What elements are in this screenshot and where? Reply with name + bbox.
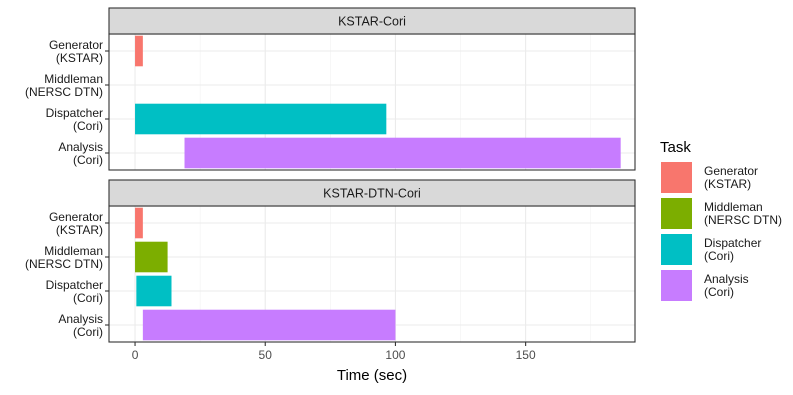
x-tick-label: 50: [259, 348, 273, 362]
panel-title: KSTAR-DTN-Cori: [323, 187, 421, 201]
legend-item-analysis: Analysis (Cori): [661, 270, 749, 301]
x-axis: 0 50 100 150 Time (sec): [132, 342, 536, 384]
panel-title: KSTAR-Cori: [338, 15, 406, 29]
y-tick-label: Middleman (NERSC DTN): [25, 72, 103, 99]
bar-analysis: [184, 137, 621, 169]
y-tick-label: Analysis (Cori): [58, 140, 103, 167]
bar-middleman: [135, 241, 168, 273]
y-tick-label: Analysis (Cori): [58, 312, 103, 339]
x-tick-label: 100: [385, 348, 405, 362]
legend-item-dispatcher: Dispatcher (Cori): [661, 234, 761, 265]
legend-label: Middleman (NERSC DTN): [704, 200, 782, 227]
x-tick-label: 150: [516, 348, 536, 362]
legend-label: Dispatcher (Cori): [704, 236, 761, 263]
legend-item-middleman: Middleman (NERSC DTN): [661, 198, 782, 229]
legend-swatch: [661, 198, 692, 229]
legend-swatch: [661, 162, 692, 193]
bar-dispatcher: [136, 275, 172, 307]
legend-swatch: [661, 234, 692, 265]
bar-dispatcher: [135, 103, 387, 135]
bar-generator: [135, 35, 143, 67]
legend-swatch: [661, 270, 692, 301]
y-tick-label: Dispatcher (Cori): [46, 106, 103, 133]
bar-analysis: [142, 309, 396, 341]
x-axis-title: Time (sec): [337, 367, 407, 384]
legend: Task Generator (KSTAR) Middleman (NERSC DTN)…: [660, 139, 782, 301]
panel-2: KSTAR-DTN-Cori Generator (KSTAR) Middleman(…: [25, 179, 636, 343]
panel-strip: [108, 179, 636, 207]
legend-label: Analysis (Cori): [704, 272, 749, 299]
legend-title: Task: [660, 139, 691, 156]
legend-item-generator: Generator (KSTAR): [661, 162, 758, 193]
panel-1: KSTAR-Cori Generator (KSTAR) Middleman (NERS…: [25, 7, 636, 171]
panel-strip: [108, 7, 636, 35]
x-tick-label: 0: [132, 348, 139, 362]
bar-generator: [135, 207, 143, 239]
y-tick-label: Generator (KSTAR): [49, 210, 103, 237]
legend-label: Generator (KSTAR): [704, 164, 758, 191]
chart-panels: KSTAR-Cori Generator (KSTAR) Middleman (NERS…: [25, 7, 636, 343]
y-tick-label: Dispatcher (Cori): [46, 278, 103, 305]
y-tick-label: Middleman (NERSC DTN): [25, 244, 103, 271]
y-tick-label: Generator (KSTAR): [49, 38, 103, 65]
